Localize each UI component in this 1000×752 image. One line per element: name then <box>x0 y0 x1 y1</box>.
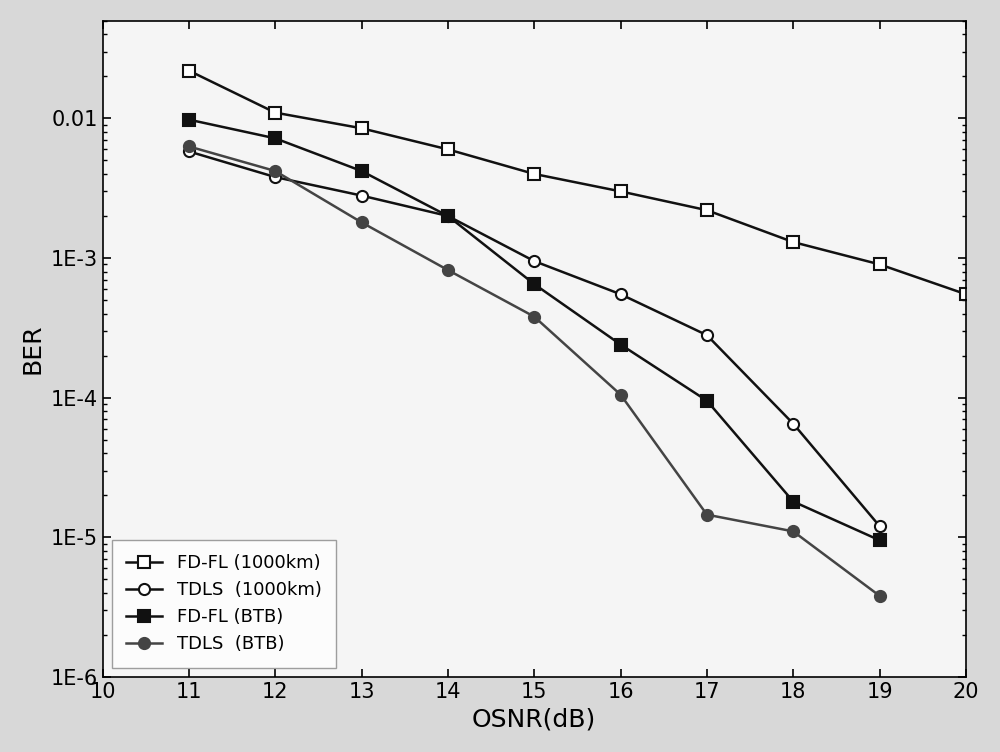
FD-FL (1000km) <box>356 124 368 133</box>
FD-FL (BTB) <box>615 340 627 349</box>
Y-axis label: BER: BER <box>21 323 45 374</box>
FD-FL (1000km) <box>528 169 540 178</box>
Line: TDLS  (1000km): TDLS (1000km) <box>183 146 885 532</box>
TDLS  (1000km) <box>528 256 540 265</box>
FD-FL (1000km) <box>442 145 454 154</box>
TDLS  (BTB) <box>787 527 799 536</box>
TDLS  (BTB) <box>442 265 454 274</box>
TDLS  (BTB) <box>183 142 195 151</box>
TDLS  (1000km) <box>269 172 281 181</box>
FD-FL (BTB) <box>269 134 281 143</box>
TDLS  (1000km) <box>183 147 195 156</box>
FD-FL (BTB) <box>787 497 799 506</box>
Legend: FD-FL (1000km), TDLS  (1000km), FD-FL (BTB), TDLS  (BTB): FD-FL (1000km), TDLS (1000km), FD-FL (BT… <box>112 540 336 668</box>
FD-FL (BTB) <box>183 115 195 124</box>
FD-FL (1000km) <box>269 108 281 117</box>
Line: TDLS  (BTB): TDLS (BTB) <box>183 141 885 602</box>
TDLS  (BTB) <box>615 390 627 399</box>
FD-FL (1000km) <box>874 260 886 269</box>
TDLS  (1000km) <box>442 211 454 220</box>
TDLS  (BTB) <box>356 218 368 227</box>
FD-FL (1000km) <box>960 290 972 299</box>
FD-FL (BTB) <box>442 211 454 220</box>
FD-FL (1000km) <box>787 238 799 247</box>
TDLS  (1000km) <box>356 191 368 200</box>
TDLS  (1000km) <box>874 522 886 531</box>
FD-FL (1000km) <box>183 66 195 75</box>
TDLS  (1000km) <box>787 419 799 428</box>
TDLS  (1000km) <box>615 290 627 299</box>
TDLS  (BTB) <box>874 591 886 600</box>
FD-FL (BTB) <box>528 280 540 289</box>
TDLS  (BTB) <box>269 166 281 175</box>
TDLS  (BTB) <box>528 312 540 321</box>
TDLS  (1000km) <box>701 331 713 340</box>
TDLS  (BTB) <box>701 510 713 519</box>
FD-FL (BTB) <box>701 396 713 405</box>
Line: FD-FL (1000km): FD-FL (1000km) <box>183 65 971 300</box>
FD-FL (1000km) <box>615 187 627 196</box>
FD-FL (1000km) <box>701 206 713 215</box>
FD-FL (BTB) <box>874 535 886 544</box>
FD-FL (BTB) <box>356 166 368 175</box>
Line: FD-FL (BTB): FD-FL (BTB) <box>183 114 885 546</box>
X-axis label: OSNR(dB): OSNR(dB) <box>472 707 596 731</box>
